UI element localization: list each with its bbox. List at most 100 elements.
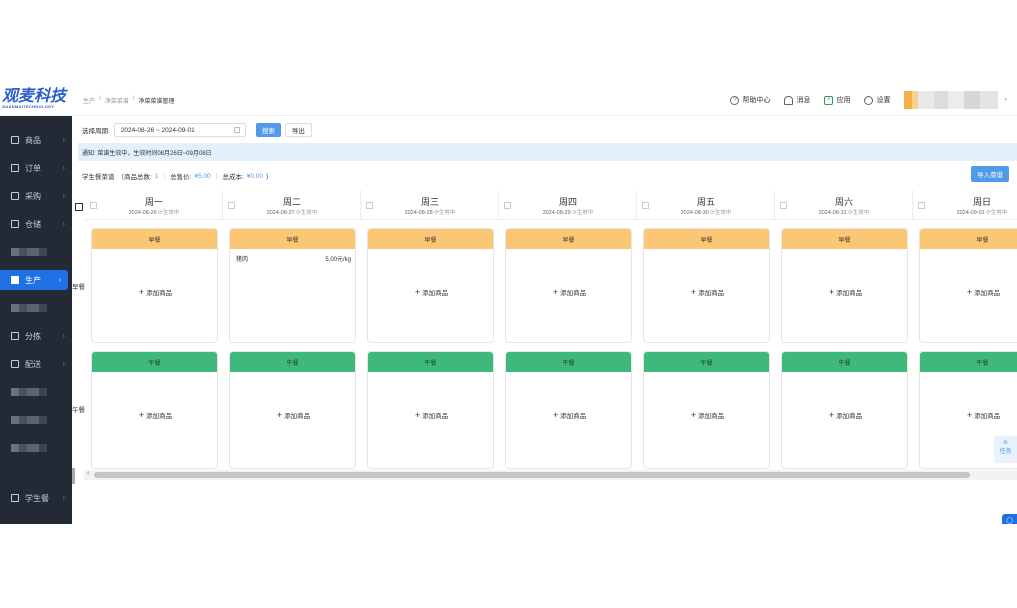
task-float-button[interactable]: ≋ 任务 (994, 436, 1017, 463)
add-item-button[interactable]: + 添加商品 (92, 287, 217, 297)
breakfast-card: 早餐 + 添加商品 (919, 228, 1017, 343)
day-name: 周日 (972, 197, 991, 207)
sidebar-item-blurred[interactable] (0, 242, 72, 262)
app-window: 观麦科技 GUANMAITECHNOLOGY 生产 / 净菜菜谱 / 净菜菜谱管理 … (0, 84, 1017, 524)
add-item-button[interactable]: + 添加商品 (644, 410, 769, 420)
day-checkbox[interactable] (780, 202, 787, 209)
refresh-icon: ⟳ (848, 210, 853, 216)
add-item-button[interactable]: + 添加商品 (92, 410, 217, 420)
plus-icon: + (828, 287, 835, 297)
cost-label: 总成本: (222, 174, 244, 181)
sidebar-item-label: 采购 (25, 191, 41, 201)
breadcrumb: 生产 / 净菜菜谱 / 净菜菜谱管理 (83, 96, 175, 105)
chevron-left-icon[interactable]: ‹ (87, 470, 90, 477)
sidebar-item-blurred[interactable] (0, 298, 72, 318)
blurred-label (11, 248, 47, 256)
apps-button[interactable]: + 应用 (824, 95, 850, 105)
contact-float-button[interactable]: ◯ 联 系 我 (1002, 514, 1017, 524)
day-date-status: 2024-08-30 ⟳生效中 (637, 208, 775, 216)
sidebar: 商品 › 订单 › 采购 › 仓储 › 生产 › (0, 116, 72, 524)
messages-button[interactable]: 消息 (784, 95, 810, 105)
period-label: 选择周期: (82, 128, 110, 135)
sidebar-item-blurred[interactable] (0, 438, 72, 458)
sidebar-item-warehouse[interactable]: 仓储 › (0, 214, 72, 234)
sidebar-item-orders[interactable]: 订单 › (0, 158, 72, 178)
day-checkbox[interactable] (642, 202, 649, 209)
day-checkbox[interactable] (504, 202, 511, 209)
summary-title: 学生餐菜谱 (82, 174, 115, 181)
add-item-button[interactable]: + 添加商品 (506, 287, 631, 297)
breakfast-header: 早餐 (92, 229, 217, 249)
order-icon (11, 164, 19, 172)
day-date-status: 2024-08-29 ⟳生效中 (499, 208, 637, 216)
filter-row: 选择周期: 2024-08-26 ~ 2024-09-01 搜索 导出 (82, 122, 312, 138)
add-item-button[interactable]: + 添加商品 (230, 410, 355, 420)
sidebar-item-student-meal[interactable]: 学生餐 › (0, 488, 72, 508)
breadcrumb-item[interactable]: 净菜菜谱 (104, 99, 129, 105)
lunch-header: 午餐 (920, 352, 1017, 372)
add-item-button[interactable]: + 添加商品 (782, 287, 907, 297)
plus-icon: + (690, 287, 697, 297)
chevron-right-icon: › (62, 220, 65, 228)
breakfast-header: 早餐 (782, 229, 907, 249)
add-item-label: 添加商品 (698, 413, 725, 420)
add-item-button[interactable]: + 添加商品 (506, 410, 631, 420)
import-menu-button[interactable]: 导入菜谱 (971, 166, 1009, 182)
sidebar-item-blurred[interactable] (0, 382, 72, 402)
sidebar-item-goods[interactable]: 商品 › (0, 130, 72, 150)
chevron-down-icon[interactable]: ▾ (1004, 97, 1007, 103)
sidebar-item-delivery[interactable]: 配送 › (0, 354, 72, 374)
export-button[interactable]: 导出 (284, 123, 312, 137)
help-center-button[interactable]: ? 帮助中心 (730, 95, 770, 105)
horizontal-scrollbar[interactable]: ‹ (84, 470, 1017, 480)
sidebar-item-label: 学生餐 (25, 493, 49, 503)
day-header: 周六 2024-08-31 ⟳生效中 (775, 190, 913, 220)
day-status: 生效中 (990, 210, 1008, 216)
sidebar-item-sorting[interactable]: 分拣 › (0, 326, 72, 346)
breakfast-header: 早餐 (506, 229, 631, 249)
settings-button[interactable]: 设置 (864, 95, 890, 105)
lunch-card: 午餐 + 添加商品 (781, 351, 908, 469)
breadcrumb-item[interactable]: 生产 (83, 99, 96, 105)
chevron-right-icon: › (62, 360, 65, 368)
sidebar-item-blurred[interactable] (0, 410, 72, 430)
bell-icon (784, 95, 794, 105)
add-item-button[interactable]: + 添加商品 (368, 287, 493, 297)
day-checkbox[interactable] (366, 202, 373, 209)
plus-icon: + (690, 410, 697, 420)
day-date-status: 2024-08-28 ⟳生效中 (361, 208, 499, 216)
plus-icon: + (552, 287, 559, 297)
day-name: 周六 (834, 197, 853, 207)
date-range-picker[interactable]: 2024-08-26 ~ 2024-09-01 (113, 123, 246, 137)
layers-icon: ≋ (1002, 440, 1009, 446)
add-item-button[interactable]: + 添加商品 (920, 410, 1017, 420)
add-item-button[interactable]: + 添加商品 (782, 410, 907, 420)
sidebar-item-purchase[interactable]: 采购 › (0, 186, 72, 206)
menu-item[interactable]: 猪肉 5.00元/kg (236, 254, 351, 263)
add-item-label: 添加商品 (146, 413, 173, 420)
add-item-button[interactable]: + 添加商品 (920, 287, 1017, 297)
item-price: 5.00元/kg (325, 257, 351, 263)
add-item-button[interactable]: + 添加商品 (644, 287, 769, 297)
lunch-card: 午餐 + 添加商品 (505, 351, 632, 469)
scrollbar-thumb[interactable] (94, 472, 970, 478)
apps-icon: + (824, 95, 834, 105)
vertical-scroll-indicator (72, 468, 75, 484)
day-date: 2024-09-01 (956, 210, 985, 216)
day-checkbox[interactable] (228, 202, 235, 209)
add-item-button[interactable]: + 添加商品 (368, 410, 493, 420)
question-icon: ? (730, 95, 740, 105)
add-item-label: 添加商品 (698, 290, 725, 297)
search-button[interactable]: 搜索 (255, 123, 281, 137)
day-checkbox[interactable] (918, 202, 925, 209)
breakfast-card: 早餐 + 添加商品 (91, 228, 218, 343)
day-header: 周三 2024-08-28 ⟳生效中 (361, 190, 499, 220)
day-checkbox[interactable] (90, 202, 97, 209)
user-account-blurred[interactable] (904, 91, 999, 109)
sidebar-item-label: 生产 (25, 275, 41, 285)
task-label: 任务 (999, 449, 1012, 455)
day-header: 周日 2024-09-01 ⟳生效中 (913, 190, 1017, 220)
sidebar-item-production[interactable]: 生产 › (0, 270, 68, 290)
chevron-right-icon: › (62, 494, 65, 502)
select-all-checkbox[interactable] (75, 203, 83, 211)
